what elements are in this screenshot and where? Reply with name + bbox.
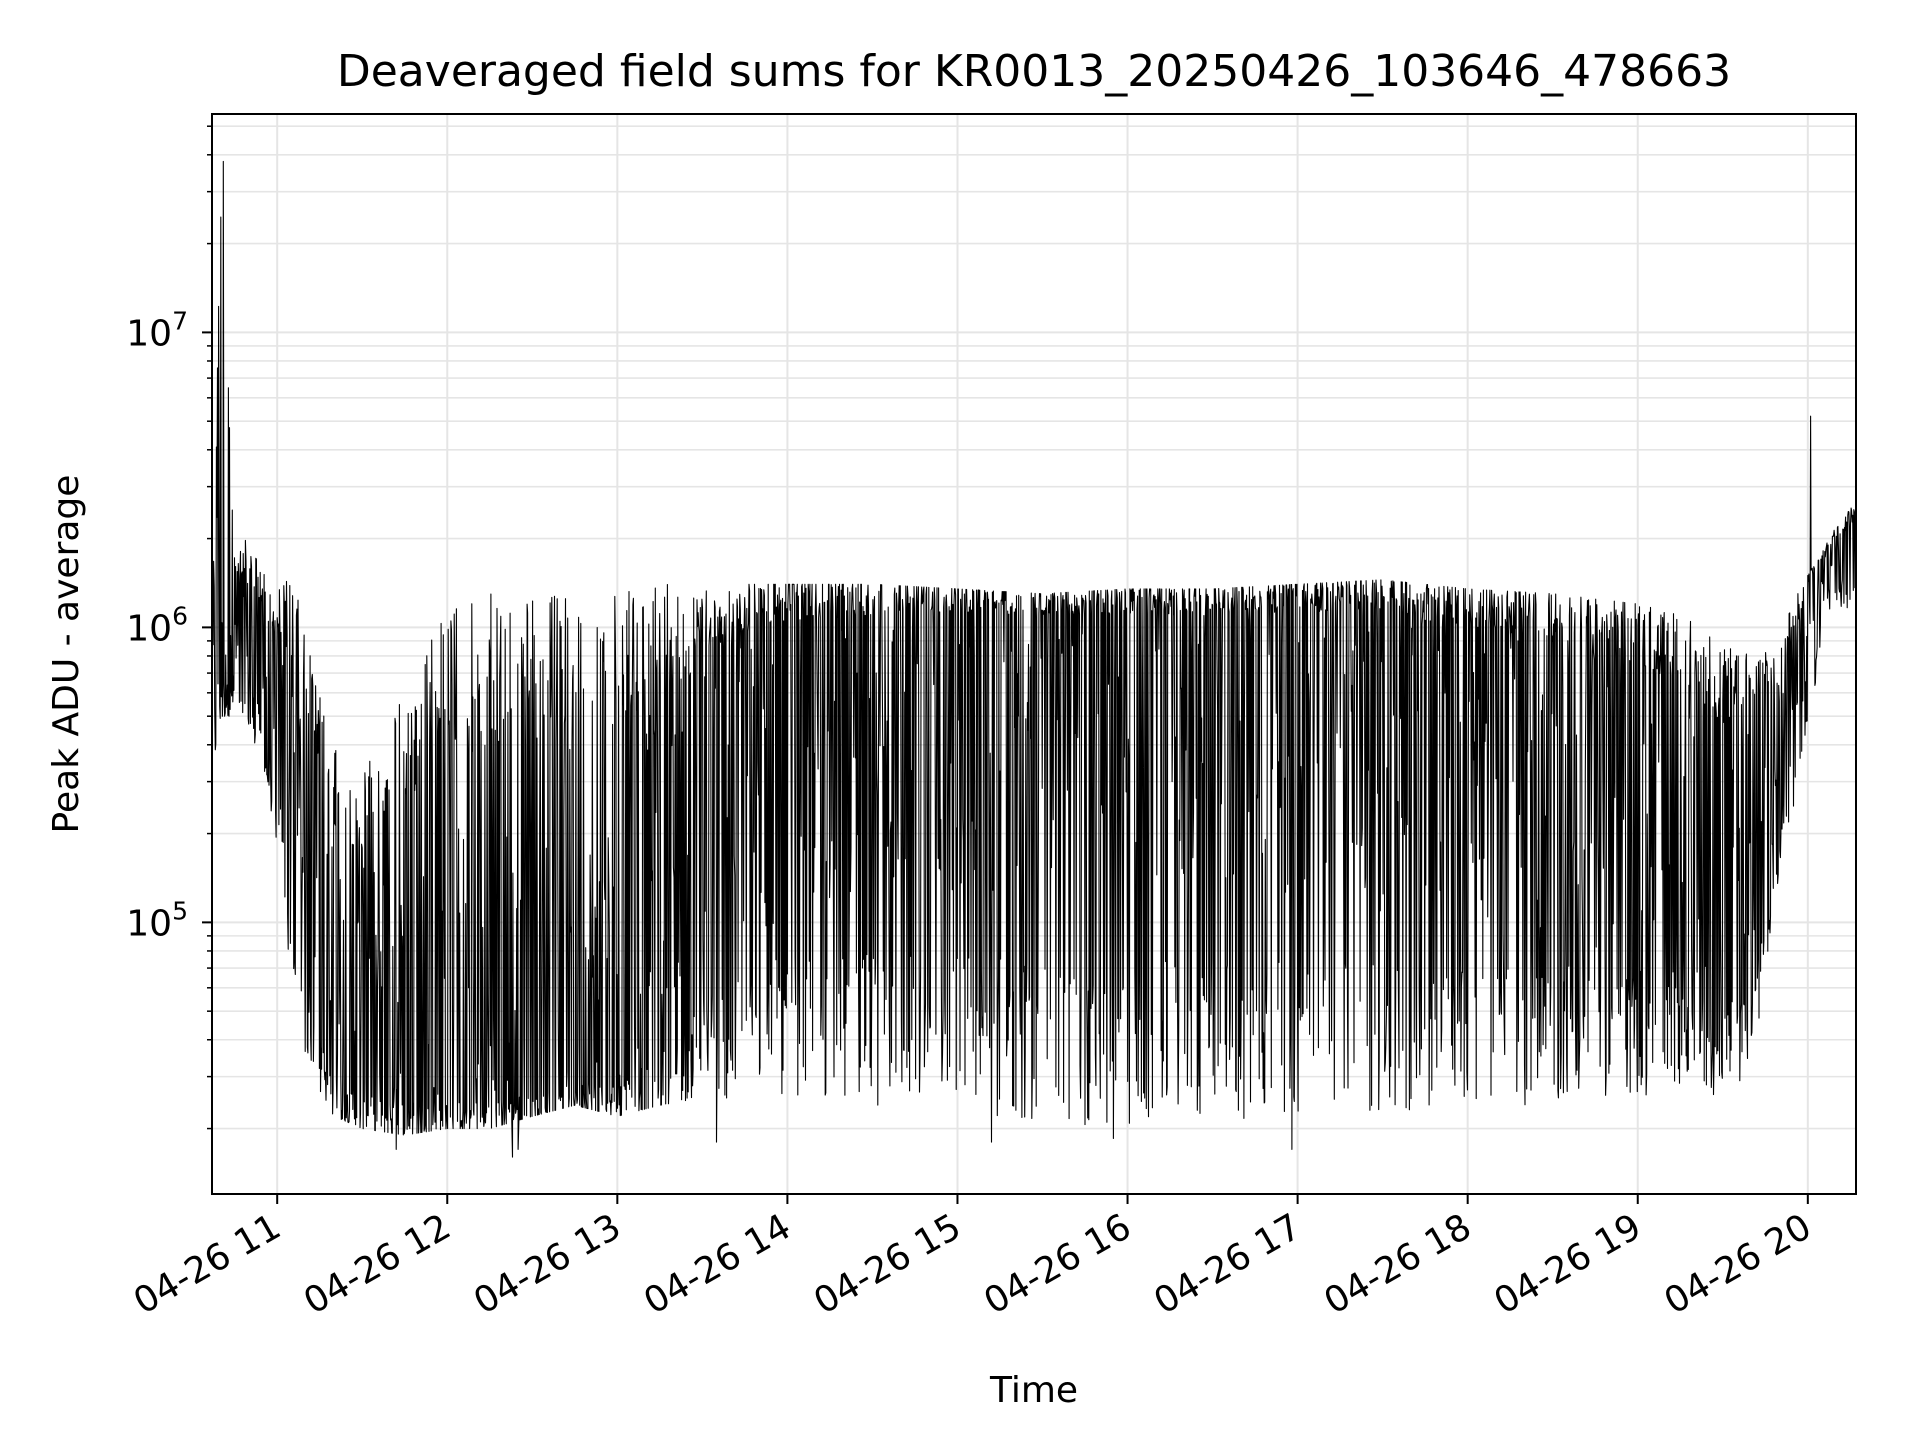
axis-ticks [202,125,1809,1204]
y-tick-labels: 105 106 107 [126,306,188,944]
series-trace [211,160,1857,1158]
x-axis-label: Time [989,1370,1078,1411]
chart-title: Deaveraged field sums for KR0013_2025042… [337,46,1731,97]
y-tick-label: 106 [126,601,188,649]
plot-frame [211,113,1857,1195]
series-line [211,160,1857,1158]
y-axis-label: Peak ADU - average [46,475,87,834]
y-tick-label: 107 [126,306,188,354]
y-tick-label: 105 [126,896,188,944]
